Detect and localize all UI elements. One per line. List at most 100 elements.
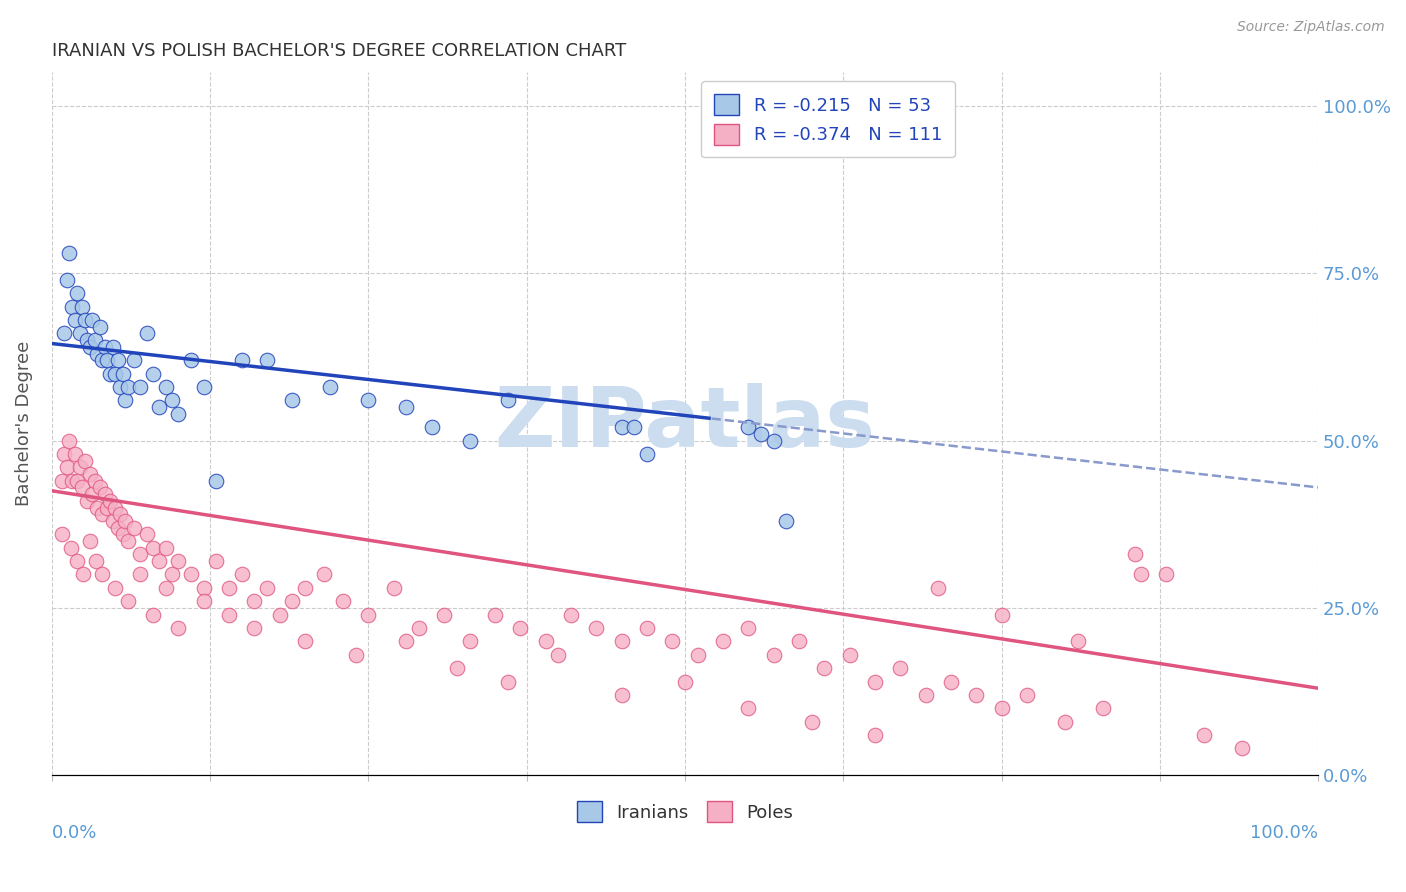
Point: [58, 434, 80, 448]
Point: [256, 581, 278, 595]
Point: [838, 648, 860, 662]
Point: [148, 400, 170, 414]
Point: [104, 581, 127, 595]
Point: [496, 393, 519, 408]
Point: [160, 567, 183, 582]
Point: [1091, 701, 1114, 715]
Point: [117, 380, 139, 394]
Point: [79, 467, 101, 481]
Point: [990, 607, 1012, 622]
Point: [610, 634, 633, 648]
Point: [965, 688, 987, 702]
Point: [63, 447, 86, 461]
Point: [111, 527, 134, 541]
Point: [86, 346, 108, 360]
Point: [243, 621, 266, 635]
Point: [83, 333, 105, 347]
Point: [53, 326, 76, 341]
Point: [111, 367, 134, 381]
Point: [114, 393, 136, 408]
Point: [1123, 547, 1146, 561]
Point: [737, 420, 759, 434]
Point: [135, 326, 157, 341]
Point: [69, 326, 91, 341]
Point: [775, 514, 797, 528]
Point: [205, 474, 228, 488]
Point: [762, 434, 785, 448]
Point: [180, 567, 202, 582]
Point: [94, 487, 117, 501]
Point: [56, 273, 79, 287]
Point: [787, 634, 810, 648]
Point: [332, 594, 354, 608]
Point: [84, 554, 107, 568]
Point: [98, 367, 121, 381]
Point: [294, 581, 316, 595]
Point: [458, 434, 481, 448]
Point: [108, 380, 131, 394]
Point: [636, 447, 658, 461]
Point: [673, 674, 696, 689]
Point: [762, 648, 785, 662]
Point: [1192, 728, 1215, 742]
Point: [82, 487, 104, 501]
Point: [560, 607, 582, 622]
Point: [89, 319, 111, 334]
Point: [711, 634, 734, 648]
Point: [458, 634, 481, 648]
Y-axis label: Bachelor's Degree: Bachelor's Degree: [15, 342, 32, 507]
Point: [129, 547, 152, 561]
Point: [231, 567, 253, 582]
Point: [914, 688, 936, 702]
Point: [636, 621, 658, 635]
Point: [408, 621, 430, 635]
Point: [114, 514, 136, 528]
Point: [101, 514, 124, 528]
Point: [243, 594, 266, 608]
Point: [104, 367, 127, 381]
Point: [927, 581, 949, 595]
Text: Source: ZipAtlas.com: Source: ZipAtlas.com: [1237, 20, 1385, 34]
Point: [939, 674, 962, 689]
Point: [86, 500, 108, 515]
Point: [889, 661, 911, 675]
Point: [193, 380, 215, 394]
Point: [686, 648, 709, 662]
Point: [107, 353, 129, 368]
Point: [433, 607, 456, 622]
Point: [800, 714, 823, 729]
Legend: Iranians, Poles: Iranians, Poles: [569, 794, 800, 830]
Point: [737, 621, 759, 635]
Point: [72, 567, 94, 582]
Point: [91, 507, 114, 521]
Point: [73, 313, 96, 327]
Point: [863, 728, 886, 742]
Point: [610, 688, 633, 702]
Point: [60, 474, 83, 488]
Text: 0.0%: 0.0%: [52, 824, 97, 842]
Point: [218, 607, 240, 622]
Point: [344, 648, 367, 662]
Point: [89, 480, 111, 494]
Point: [281, 393, 304, 408]
Point: [623, 420, 645, 434]
Point: [66, 554, 89, 568]
Point: [155, 541, 177, 555]
Point: [73, 453, 96, 467]
Point: [79, 533, 101, 548]
Point: [294, 634, 316, 648]
Text: IRANIAN VS POLISH BACHELOR'S DEGREE CORRELATION CHART: IRANIAN VS POLISH BACHELOR'S DEGREE CORR…: [52, 42, 626, 60]
Point: [51, 527, 73, 541]
Point: [96, 500, 118, 515]
Point: [142, 607, 165, 622]
Point: [129, 380, 152, 394]
Point: [231, 353, 253, 368]
Point: [122, 520, 145, 534]
Point: [395, 634, 418, 648]
Point: [117, 533, 139, 548]
Text: ZIPatlas: ZIPatlas: [495, 384, 876, 465]
Point: [863, 674, 886, 689]
Point: [509, 621, 531, 635]
Point: [56, 460, 79, 475]
Point: [193, 594, 215, 608]
